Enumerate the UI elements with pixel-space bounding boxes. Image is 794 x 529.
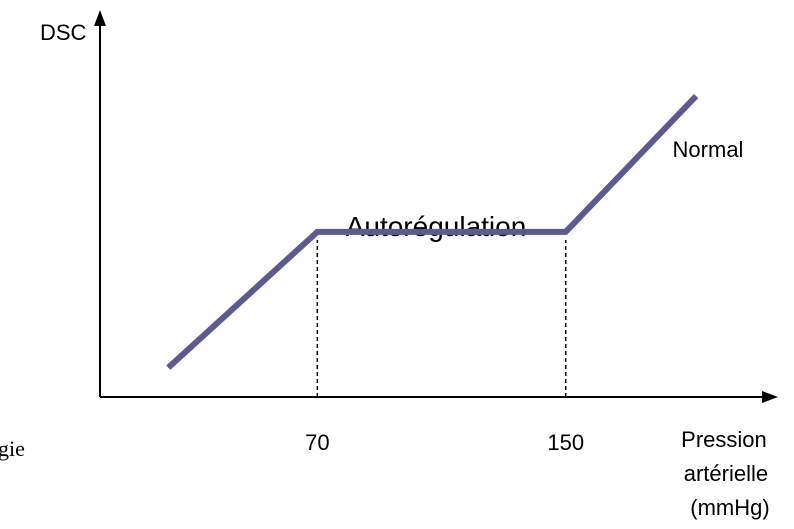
x-tick-labels: 70 150 [305,430,584,455]
x-axis-arrow [762,391,778,403]
x-axis-label: Pression artérielle (mmHg) [681,427,774,520]
x-axis-label-line-3: (mmHg) [690,495,769,520]
y-axis-arrow [94,10,106,26]
series-line-normal [166,93,699,370]
y-axis-label: DSC [40,20,87,45]
x-axis-label-line-1: Pression [681,427,767,452]
region-label: Autorégulation [346,211,527,242]
x-tick-label-70: 70 [305,430,329,455]
x-axis-label-line-2: artérielle [684,461,768,486]
fragment-text: gie [0,436,25,461]
x-tick-label-150: 150 [547,430,584,455]
series-label-normal: Normal [673,137,744,162]
reference-lines [316,240,567,397]
